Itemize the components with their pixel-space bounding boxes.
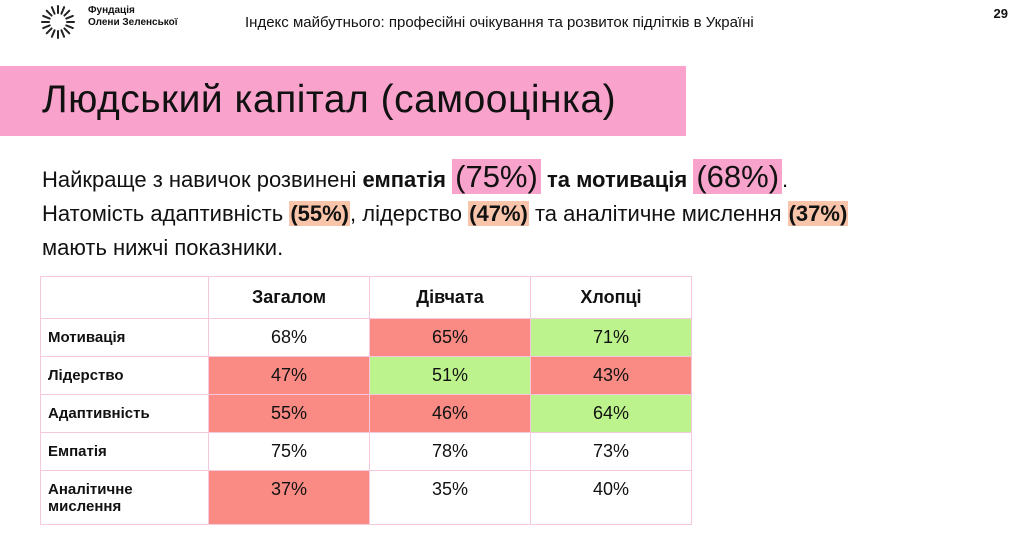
column-header: Хлопці — [530, 276, 692, 319]
header-title: Індекс майбутнього: професійні очікуванн… — [245, 14, 754, 31]
table-cell: 47% — [208, 356, 370, 395]
table-cell: 75% — [208, 432, 370, 471]
page-number: 29 — [993, 6, 1008, 21]
table-cell: 64% — [530, 394, 692, 433]
logo-icon — [41, 5, 75, 39]
row-label: Аналітичне мислення — [40, 470, 209, 525]
table-cell: 46% — [369, 394, 531, 433]
table-cell: 43% — [530, 356, 692, 395]
table-cell: 68% — [208, 318, 370, 357]
corner-cell — [40, 276, 209, 319]
logo-text: Фундація Олени Зеленської — [88, 5, 178, 29]
column-header: Дівчата — [369, 276, 531, 319]
text: . — [782, 167, 789, 192]
table-cell: 35% — [369, 470, 531, 525]
text: Натомість адаптивність — [42, 201, 290, 226]
table-row: Мотивація 68% 65% 71% — [40, 318, 692, 357]
logo-line: Фундація — [88, 5, 135, 16]
table-cell: 51% — [369, 356, 531, 395]
table-cell: 55% — [208, 394, 370, 433]
text: та аналітичне мислення — [528, 201, 788, 226]
table-row: Адаптивність 55% 46% 64% — [40, 394, 692, 433]
row-label: Мотивація — [40, 318, 209, 357]
text: та мотивація — [546, 167, 688, 192]
paragraph: Найкраще з навичок розвинені емпатія (75… — [42, 159, 970, 265]
row-label: Емпатія — [40, 432, 209, 471]
table-cell: 71% — [530, 318, 692, 357]
row-label: Адаптивність — [40, 394, 209, 433]
table-cell: 65% — [369, 318, 531, 357]
highlight: (37%) — [787, 201, 849, 226]
table-cell: 78% — [369, 432, 531, 471]
highlight: (68%) — [693, 159, 783, 194]
heading: Людський капітал (самооцінка) — [42, 78, 617, 121]
table-row: Лідерство 47% 51% 43% — [40, 356, 692, 395]
highlight: (47%) — [468, 201, 529, 226]
text: Найкраще з навичок розвинені — [42, 167, 363, 192]
table-cell: 73% — [530, 432, 692, 471]
text: мають нижчі показники. — [42, 235, 284, 260]
header-row: Загалом Дівчата Хлопці — [40, 276, 692, 319]
table: Загалом Дівчата Хлопці Мотивація 68% 65% 71% Лі… — [40, 276, 692, 525]
row-label: Лідерство — [40, 356, 209, 395]
table-cell: 40% — [530, 470, 692, 525]
text: , лідерство — [350, 201, 469, 226]
column-header: Загалом — [208, 276, 370, 319]
table-row: Емпатія 75% 78% 73% — [40, 432, 692, 471]
logo-line: Олени Зеленської — [88, 17, 178, 28]
highlight: (55%) — [289, 201, 351, 226]
heading-band — [0, 66, 686, 136]
text: емпатія — [362, 167, 446, 192]
table-row: Аналітичне мислення 37% 35% 40% — [40, 470, 692, 525]
highlight: (75%) — [452, 159, 541, 194]
table-cell: 37% — [208, 470, 370, 525]
